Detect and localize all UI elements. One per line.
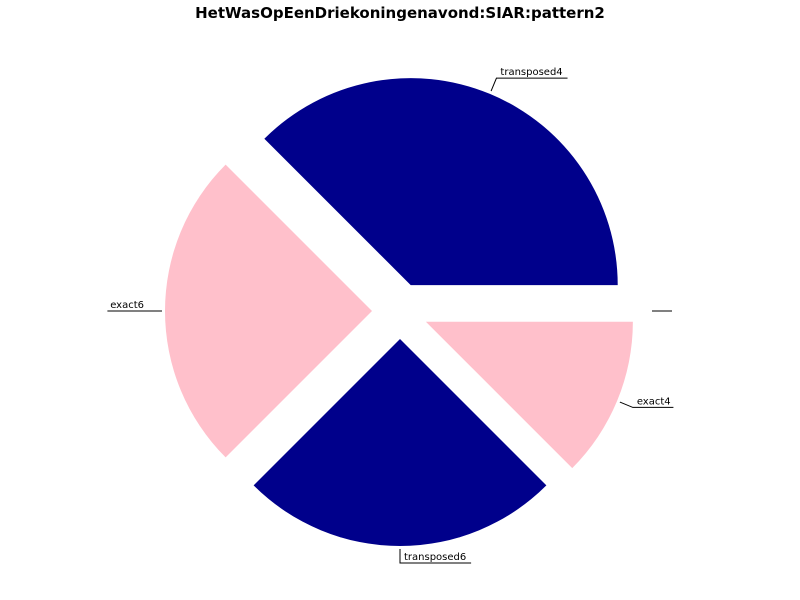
slice-label-exact6: exact6 — [110, 300, 144, 311]
chart-title: HetWasOpEenDriekoningenavond:SIAR:patter… — [195, 4, 605, 22]
pie-slice-transposed6 — [253, 339, 547, 546]
pie-slice-transposed4 — [264, 78, 618, 286]
slice-label-transposed6: transposed6 — [404, 552, 466, 563]
pie-slices — [165, 78, 633, 546]
slice-leader-transposed6 — [399, 549, 472, 564]
pie-slice-exact6 — [165, 164, 372, 458]
pie-labels: transposed4 exact4 transposed6 exact6 — [107, 67, 674, 564]
pie-slice-exact4 — [425, 321, 633, 469]
slice-label-transposed4: transposed4 — [500, 67, 562, 78]
slice-leader-transposed4 — [490, 77, 568, 92]
slice-leader-exact4 — [619, 401, 674, 408]
slice-label-exact4: exact4 — [637, 396, 671, 407]
